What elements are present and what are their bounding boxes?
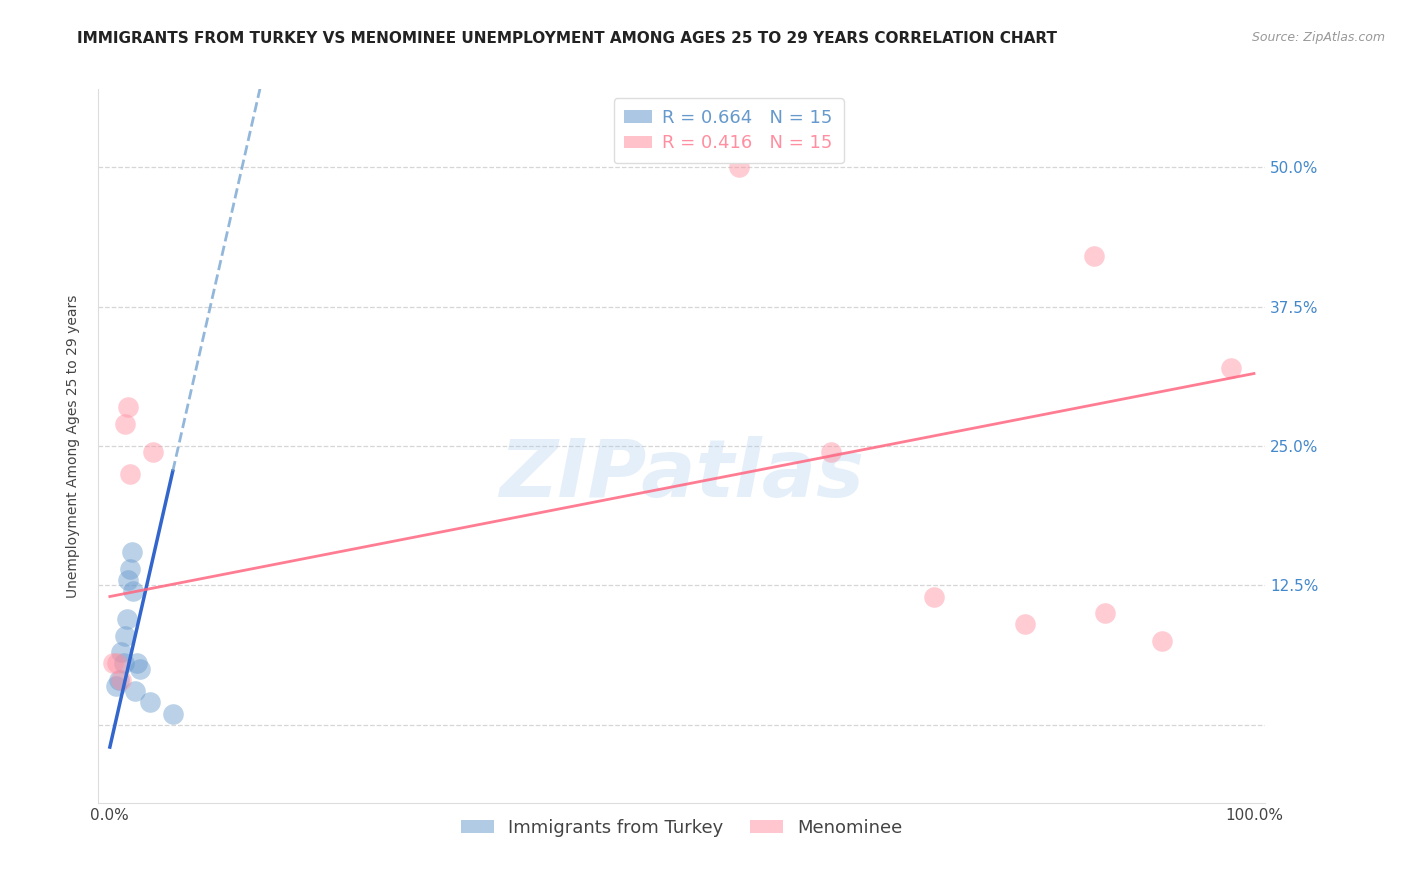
Point [115,612,138,626]
Point [117,400,139,414]
Point [162,706,184,721]
Point [114,417,136,431]
Point [820,444,842,458]
Point [105,657,128,671]
Point [121,545,143,559]
Point [1220,360,1243,375]
Point [1083,249,1105,263]
Point [1152,634,1174,648]
Point [117,573,139,587]
Point [1014,617,1036,632]
Point [142,444,165,458]
Point [108,673,131,687]
Point [124,684,146,698]
Point [110,673,132,687]
Point [121,583,143,598]
Point [104,679,127,693]
Text: Source: ZipAtlas.com: Source: ZipAtlas.com [1251,31,1385,45]
Point [103,657,125,671]
Point [1094,607,1116,621]
Point [127,657,149,671]
Point [728,160,751,174]
Point [114,628,136,642]
Point [120,467,142,481]
Point [922,590,945,604]
Legend: Immigrants from Turkey, Menominee: Immigrants from Turkey, Menominee [454,812,910,844]
Point [120,562,142,576]
Y-axis label: Unemployment Among Ages 25 to 29 years: Unemployment Among Ages 25 to 29 years [66,294,80,598]
Point [112,657,135,671]
Text: ZIPatlas: ZIPatlas [499,435,865,514]
Text: IMMIGRANTS FROM TURKEY VS MENOMINEE UNEMPLOYMENT AMONG AGES 25 TO 29 YEARS CORRE: IMMIGRANTS FROM TURKEY VS MENOMINEE UNEM… [77,31,1057,46]
Point [139,696,162,710]
Point [110,645,132,659]
Point [128,662,150,676]
